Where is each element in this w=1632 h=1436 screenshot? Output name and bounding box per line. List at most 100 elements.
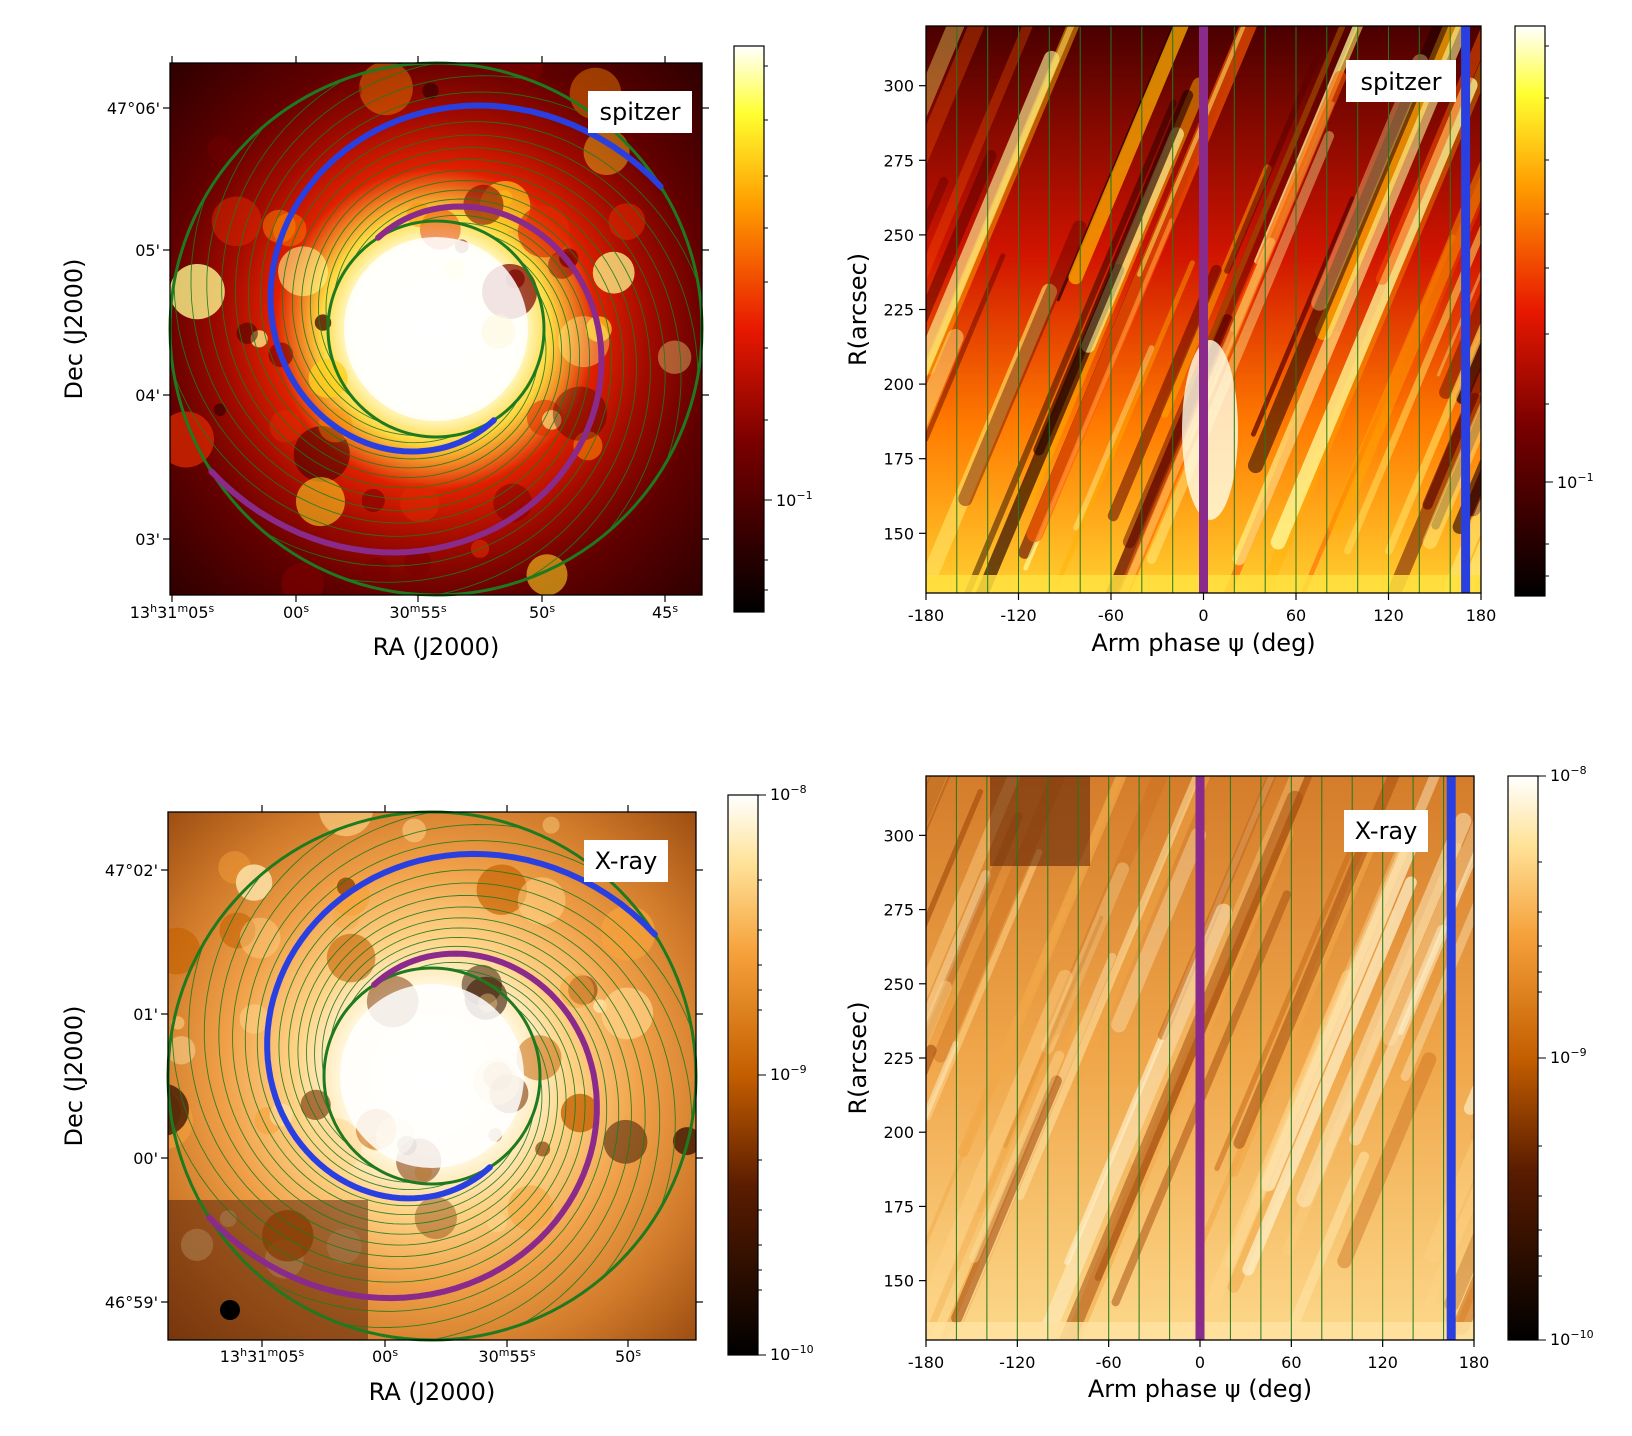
streak [926,1015,1065,1339]
panel-spitzer-phase: -180 -120 -60 0 60 120 180 150 175 200 225 250 275 30… [844,25,1594,657]
colorbar-tick-label: 10−9 [1550,1046,1587,1067]
badge-spitzer: spitzer [588,91,692,133]
x-tick-label: 00s [372,1346,398,1366]
grid-spiral [278,869,693,1191]
emission-blob [476,864,527,915]
emission-blob [526,554,568,595]
streak [1203,831,1415,1314]
streak [926,253,1006,442]
badge-label: spitzer [1360,68,1441,96]
emission-blob [281,562,324,595]
spiral-arm-purple [208,203,605,556]
y-tick-label: 275 [883,151,914,170]
emission-blob [170,264,225,320]
y-axis-label: R(arcsec) [844,1001,872,1114]
x-ticks [261,805,629,1347]
badge-label: spitzer [599,98,680,126]
streak [1056,26,1175,302]
grid-spiral [321,927,632,1341]
emission-blob [560,1093,600,1133]
phase-grid-lines [956,26,1451,593]
emission-blob [517,877,566,925]
streak [1452,1273,1474,1335]
streak [1122,26,1353,549]
streak [1439,291,1481,399]
streak [958,220,1087,507]
emission-blob [211,196,262,247]
y-axis-label: Dec (J2000) [60,1006,88,1147]
streak [1281,1151,1370,1340]
grid-spiral [171,961,586,1283]
streak [1224,52,1321,274]
grid-spiral [317,169,651,580]
spiral-arm-blue [264,850,658,1202]
streak [926,788,984,929]
y-ticks [161,869,703,1303]
emission-blob [657,340,692,374]
colorbar-tick-label: 10−10 [1550,1328,1594,1349]
y-tick-label: 46°59' [105,1293,158,1312]
streak [926,849,1043,1121]
x-ticks [171,56,666,602]
grid-spiral [301,147,682,463]
grid-spiral [232,811,543,1225]
inner-circle [322,966,542,1186]
streak [1058,790,1303,1340]
emission-blob [168,1084,189,1136]
streak [977,972,1082,1213]
emission-blob [170,411,214,468]
streak [1456,337,1481,405]
streak [1111,827,1207,1033]
emission-blob [326,933,376,983]
emission-blob [507,1185,554,1231]
y-tick-label: 175 [883,450,914,469]
y-tick-label: 250 [883,226,914,245]
streak [1327,159,1481,534]
streak [1228,842,1376,1177]
badge-spitzer: spitzer [1346,60,1456,102]
streak [1452,457,1481,534]
y-tick-label: 175 [883,1197,914,1216]
grid-spiral [203,873,558,1246]
grid-spiral [173,214,591,537]
y-tick-label: 01' [133,1005,158,1024]
emission-blob [306,1117,362,1174]
colorbar: 10−10 10−9 10−8 [727,783,814,1364]
emission-blob [499,63,544,87]
colorbar-minor-ticks [758,879,762,1291]
x-axis-label: Arm phase ψ (deg) [1088,1375,1312,1403]
x-tick-label: 30m55s [389,602,446,622]
badge-label: X-ray [1355,817,1418,845]
streak [926,283,1058,578]
colorbar: 10−10 10−9 10−8 [1507,764,1594,1349]
badge-box [1344,810,1428,852]
colorbar-tick-label: 10−1 [1557,471,1594,492]
colorbar-ramp [733,45,765,613]
streak [1242,876,1417,1276]
x-tick-label: 60 [1286,606,1306,625]
x-tick-labels: 13h31m05s 00s 30m55s 50s [220,1346,642,1366]
x-tick-label: 180 [1466,606,1497,625]
streak [1227,908,1396,1293]
y-tick-label: 05' [135,241,160,260]
dark-spot [220,1300,240,1320]
emission-blob [236,322,258,344]
colorbar-tick-label: 10−1 [776,489,813,510]
streak [1214,848,1354,1172]
streak [1157,776,1277,1041]
y-axis-label: Dec (J2000) [60,259,88,400]
colorbar: 10−1 [733,45,813,613]
emission-blob [207,136,234,163]
colorbar-minor-ticks [1538,861,1542,1277]
emission-blob [359,63,413,116]
grid-spiral [281,121,699,444]
panel-xray-sky: 13h31m05s 00s 30m55s 50s 46°59' 00' 01' … [60,783,814,1406]
grid-spiral [206,124,563,500]
streak [1337,1052,1437,1269]
streak [926,969,1073,1329]
x-tick-labels: 13h31m05s 00s 30m55s 50s 45s [130,602,679,622]
grid-spiral [314,917,646,1325]
emission-blob [168,1036,196,1065]
grid-spiral [221,78,555,489]
emission-blob [542,816,560,834]
